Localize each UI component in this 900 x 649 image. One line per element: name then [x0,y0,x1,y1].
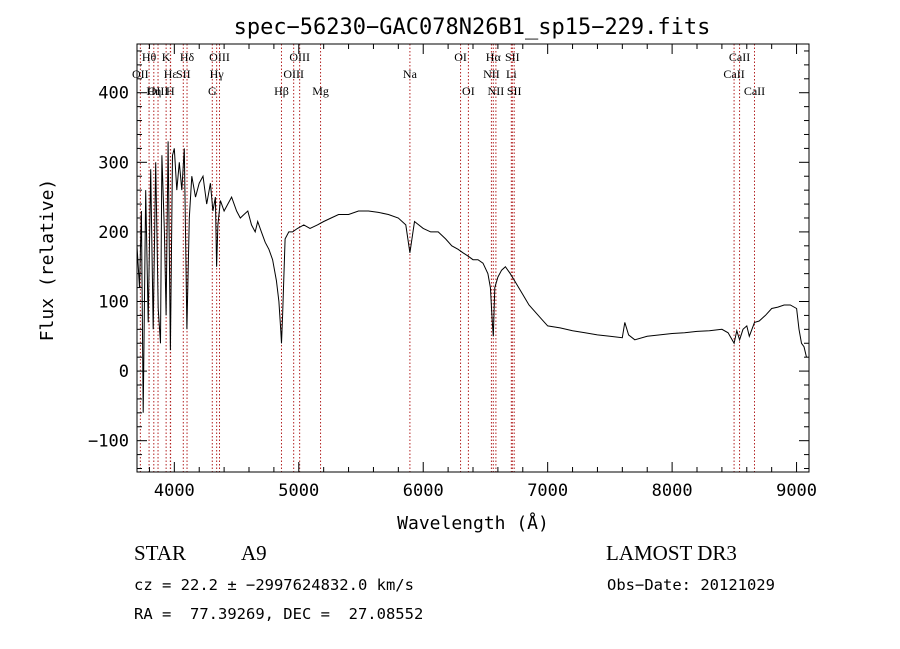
line-marker-label: OI [462,84,475,98]
line-marker-label: CaII [723,67,744,81]
line-marker-label: SII [176,67,191,81]
line-marker-label: Li [506,67,517,81]
x-tick-label: 7000 [527,481,568,501]
survey-name: LAMOST DR3 [606,541,737,565]
line-marker-label: Hα [486,50,502,64]
coordinates-readout: RA = 77.39269, DEC = 27.08552 [134,605,423,623]
line-marker-label: OIII [209,50,230,64]
line-marker-label: OIII [283,67,304,81]
x-axis-ticks: 4000 5000 6000 7000 8000 9000 [148,44,817,501]
line-marker-label: SII [505,50,520,64]
line-marker-label: NII [483,67,500,81]
line-marker-label: Na [403,67,418,81]
x-tick-label: 9000 [776,481,817,501]
line-marker-label: Hβ [274,84,289,98]
line-marker-label: OIII [148,84,169,98]
line-marker-label: NII [488,84,505,98]
line-marker-label: K [162,50,171,64]
line-marker-label: G [208,84,217,98]
redshift-readout: cz = 22.2 ± −2997624832.0 km/s [134,576,414,594]
line-marker-label: CaII [729,50,750,64]
line-marker-label: OIII [289,50,310,64]
object-class: STAR [134,541,186,565]
line-marker-label: OII [132,67,149,81]
line-marker-label: Hε [164,67,178,81]
x-axis-label: Wavelength (Å) [397,512,549,534]
x-tick-label: 6000 [403,481,444,501]
y-tick-label: −100 [88,432,129,452]
y-tick-label: 300 [98,153,129,173]
y-axis-ticks: −100 0 100 200 300 400 [88,50,809,470]
y-axis-label: Flux (relative) [37,179,58,342]
line-marker-label: Hη [146,84,161,98]
y-tick-label: 400 [98,84,129,104]
x-tick-label: 5000 [278,481,319,501]
line-marker-label: H [166,84,175,98]
obs-date-readout: Obs−Date: 20121029 [607,576,775,594]
spectral-line-markers [139,44,755,472]
x-tick-label: 8000 [652,481,693,501]
line-marker-label: Hθ [142,50,157,64]
chart-title: spec−56230−GAC078N26B1_sp15−229.fits [234,15,711,40]
x-tick-label: 4000 [154,481,195,501]
line-marker-label: Hδ [180,50,195,64]
spectrum-series-line [136,141,807,413]
plot-frame [136,43,810,473]
line-marker-label: CaII [744,84,765,98]
y-tick-label: 200 [98,223,129,243]
line-marker-label: Mg [312,84,329,98]
y-tick-label: 100 [98,292,129,312]
line-marker-label: Hγ [210,67,225,81]
line-marker-label: OI [454,50,467,64]
object-subclass: A9 [241,541,267,565]
y-tick-label: 0 [119,362,129,382]
line-marker-label: SII [507,84,522,98]
